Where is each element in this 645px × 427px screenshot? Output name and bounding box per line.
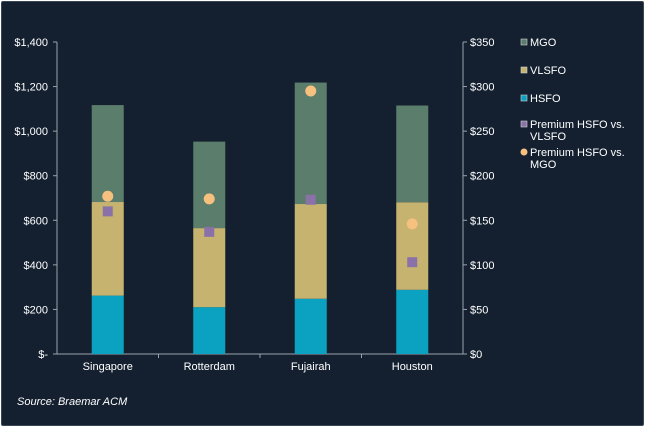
right-tick-label: $300 [470,82,494,94]
marker-premium-hsfo-vs-vlsfo [102,206,113,217]
bar-vlsfo [91,202,124,296]
x-tick-label: Singapore [83,361,133,373]
bar-hsfo [294,298,327,354]
bar-hsfo [91,295,124,354]
left-tick-label: $1,000 [14,126,48,138]
marker-premium-hsfo-vs-mgo [203,193,215,205]
legend-swatch [520,66,528,74]
bar-vlsfo [294,204,327,299]
legend-swatch [520,148,528,156]
legend-label: VLSFO [530,65,567,77]
legend-label: HSFO [530,93,561,105]
x-tick-label: Houston [392,361,433,373]
bar-mgo [294,82,327,205]
right-tick-label: $100 [470,260,494,272]
bar-mgo [396,105,429,203]
right-tick-label: $0 [470,349,482,361]
source-note: Source: Braemar ACM [17,396,128,408]
bar-mgo [91,105,124,203]
legend-label: MGO [530,159,557,171]
bar-vlsfo [396,202,429,290]
bar-hsfo [193,307,226,354]
left-tick-label: $200 [24,304,48,316]
right-tick-label: $50 [470,304,488,316]
legend-swatch [520,120,528,128]
bar-hsfo [396,289,429,354]
marker-premium-hsfo-vs-vlsfo [204,226,215,237]
left-tick-label: $400 [24,260,48,272]
marker-premium-hsfo-vs-mgo [305,85,317,97]
left-tick-label: $1,200 [14,82,48,94]
left-tick-label: $600 [24,215,48,227]
marker-premium-hsfo-vs-vlsfo [305,194,316,205]
right-tick-label: $250 [470,126,494,138]
bar-mgo [193,141,226,229]
bar-vlsfo [193,228,226,308]
left-tick-label: $- [38,349,48,361]
legend-swatch [520,38,528,46]
marker-premium-hsfo-vs-mgo [102,190,114,202]
marker-premium-hsfo-vs-mgo [406,218,418,230]
right-tick-label: $200 [470,171,494,183]
right-tick-label: $150 [470,215,494,227]
legend-label: MGO [530,37,557,49]
marker-premium-hsfo-vs-vlsfo [407,257,418,268]
legend-label: VLSFO [530,131,567,143]
right-tick-label: $350 [470,37,494,49]
legend-label: Premium HSFO vs. [530,119,625,131]
legend-swatch [520,94,528,102]
left-tick-label: $800 [24,171,48,183]
x-tick-label: Fujairah [291,361,331,373]
legend-label: Premium HSFO vs. [530,147,625,159]
left-tick-label: $1,400 [14,37,48,49]
x-tick-label: Rotterdam [184,361,235,373]
